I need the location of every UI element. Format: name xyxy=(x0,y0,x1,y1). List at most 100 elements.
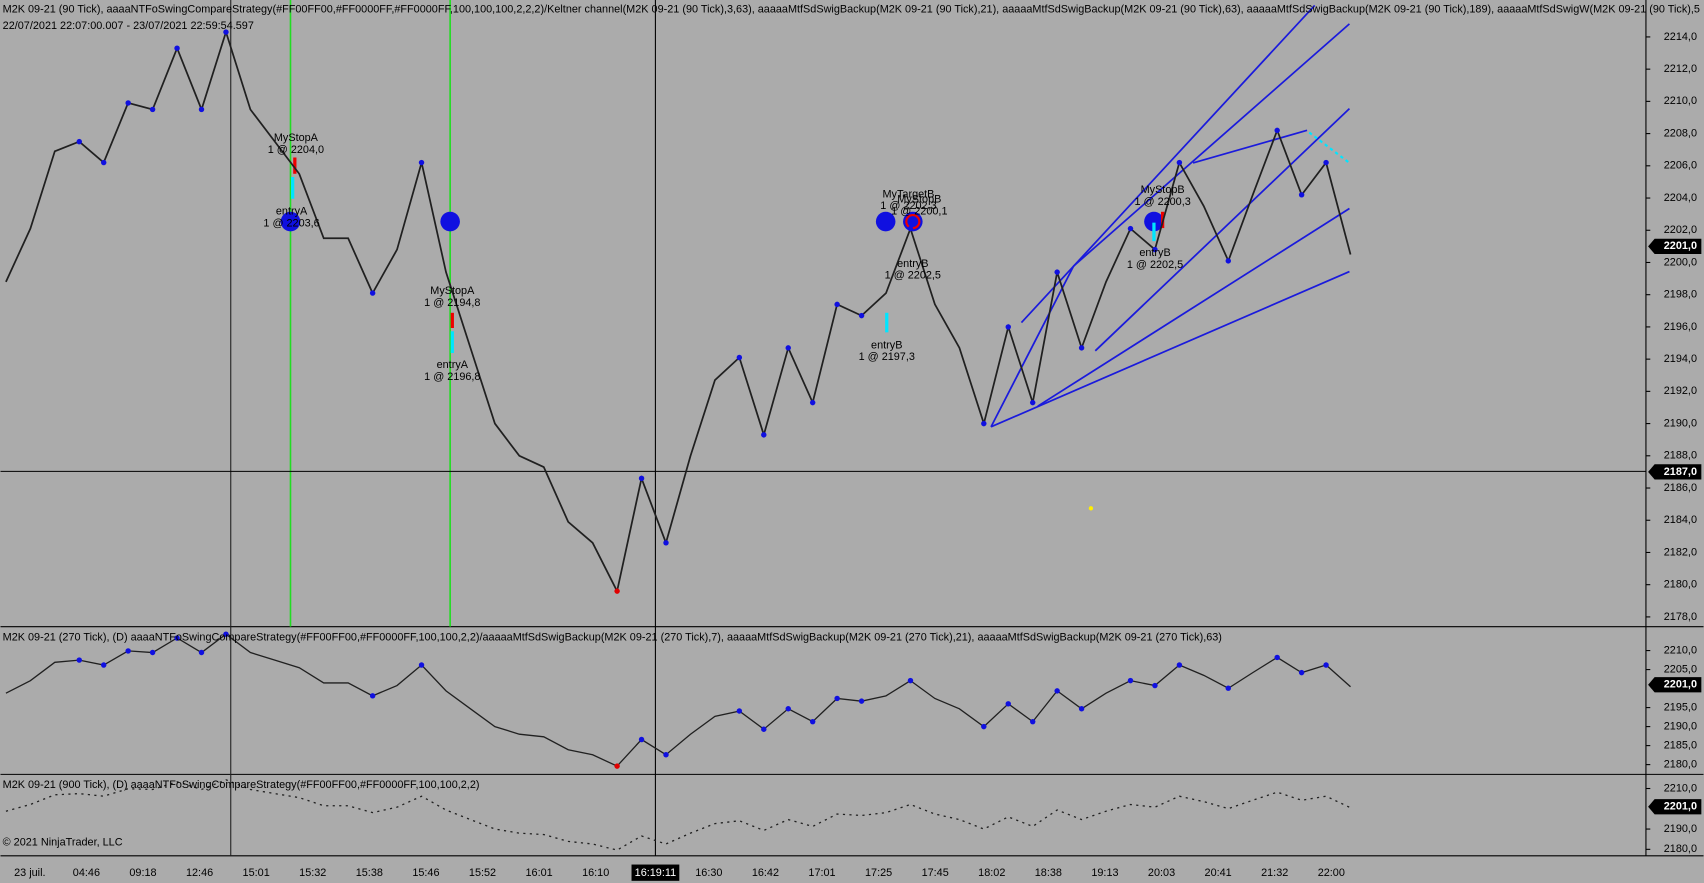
swing-dot xyxy=(1127,225,1134,232)
trend-line xyxy=(1020,4,1316,324)
swing-dot xyxy=(369,693,376,699)
entry-circle xyxy=(280,211,301,232)
annotation-detail: 1 @ 2200,3 xyxy=(1134,196,1190,208)
x-tick-label: 17:01 xyxy=(808,867,835,879)
swing-dot xyxy=(1274,127,1280,134)
copyright: © 2021 NinjaTrader, LLC xyxy=(3,837,123,849)
x-tick-label: 16:30 xyxy=(695,867,722,879)
y-tick-label: 2205,0 xyxy=(1664,663,1697,675)
panel-header: M2K 09-21 (90 Tick), aaaaNTFoSwingCompar… xyxy=(3,4,1700,16)
y-tick-label: 2202,0 xyxy=(1664,224,1697,236)
entry-circle xyxy=(1144,211,1164,232)
x-tick-label: 18:02 xyxy=(978,867,1005,879)
y-tick-label: 2178,0 xyxy=(1664,611,1697,623)
swing-dot xyxy=(736,354,743,361)
swing-dot xyxy=(101,159,107,166)
x-tick-label: 19:13 xyxy=(1091,867,1118,879)
y-tick-label: 2190,0 xyxy=(1664,823,1697,835)
swing-dot xyxy=(907,677,914,684)
y-tick-label: 2198,0 xyxy=(1664,289,1697,301)
last-price-label: 2201,0 xyxy=(1664,240,1697,252)
trend-line xyxy=(1072,23,1351,267)
swing-dot xyxy=(1225,258,1231,264)
x-tick-label: 16:01 xyxy=(526,867,553,879)
y-tick-label: 2204,0 xyxy=(1664,192,1697,204)
swing-dot xyxy=(125,648,131,654)
trend-line xyxy=(990,270,1350,428)
swing-dot xyxy=(1152,246,1158,253)
y-tick-label: 2210,0 xyxy=(1664,644,1697,656)
y-tick-label: 2210,0 xyxy=(1664,95,1697,107)
annotation-detail: 1 @ 2203,6 xyxy=(263,218,319,230)
y-tick-label: 2196,0 xyxy=(1664,321,1697,333)
swing-dot xyxy=(1323,159,1329,166)
x-tick-label: 15:32 xyxy=(299,867,326,879)
y-tick-label: 2180,0 xyxy=(1664,843,1697,855)
x-tick-label: 22:00 xyxy=(1318,867,1345,879)
annotation-label: entryB xyxy=(1139,247,1170,259)
trend-line xyxy=(990,265,1075,428)
trend-line xyxy=(1037,207,1350,407)
swing-dot xyxy=(1298,192,1305,198)
y-tick-label: 2190,0 xyxy=(1664,720,1697,732)
dot xyxy=(1088,506,1094,511)
price-line xyxy=(5,29,1352,594)
swing-dot xyxy=(418,159,425,166)
panel-header: M2K 09-21 (900 Tick), (D) aaaaNTFoSwingC… xyxy=(3,779,480,791)
annotation-label: MyStopB xyxy=(897,194,941,206)
annotation-label: MyStopB xyxy=(1141,184,1185,196)
swing-dot xyxy=(785,345,791,351)
swing-dot xyxy=(1054,688,1060,694)
swing-dot xyxy=(1029,399,1036,406)
annotation-label: MyStopA xyxy=(430,285,475,297)
entry-circle xyxy=(875,211,896,232)
x-tick-label: 23 juil. xyxy=(14,867,45,879)
swing-dot xyxy=(1176,662,1183,668)
x-tick-label: 17:25 xyxy=(865,867,892,879)
x-tick-label: 15:46 xyxy=(412,867,439,879)
annotation-detail: 1 @ 2200,1 xyxy=(891,206,947,218)
y-tick-label: 2182,0 xyxy=(1664,546,1697,558)
swing-dot xyxy=(1005,324,1011,330)
x-tick-label: 15:38 xyxy=(356,867,383,879)
swing-dot xyxy=(1152,682,1158,689)
swing-dot xyxy=(223,29,229,35)
swing-dot xyxy=(614,763,620,769)
panel-header: M2K 09-21 (270 Tick), (D) aaaaNTFoSwingC… xyxy=(3,631,1222,643)
annotation-label: MyStopA xyxy=(274,132,319,144)
y-tick-label: 2195,0 xyxy=(1664,701,1697,713)
last-price-box xyxy=(1648,799,1702,815)
swing-dot xyxy=(736,708,743,714)
trend-line xyxy=(1094,107,1351,352)
y-tick-label: 2180,0 xyxy=(1664,758,1697,770)
swing-dot xyxy=(149,106,156,113)
entry-circle xyxy=(440,211,460,232)
trend-lines xyxy=(990,4,1351,428)
swing-dot xyxy=(1054,269,1060,275)
y-tick-label: 2192,0 xyxy=(1664,385,1697,397)
swing-dot xyxy=(907,225,914,232)
swing-dot xyxy=(223,631,229,637)
x-tick-label: 17:45 xyxy=(922,867,949,879)
annotation-detail: 1 @ 2197,3 xyxy=(859,351,915,363)
swing-dot xyxy=(761,432,767,438)
x-tick-label: 20:03 xyxy=(1148,867,1175,879)
annotation-detail: 1 @ 2196,8 xyxy=(424,371,480,383)
swing-dot xyxy=(76,138,82,145)
dynamic-layer: 2214,0 2212,0 2210,0 2208,0 2206,0 2204,0 2202… xyxy=(5,29,1702,879)
y-tick-label: 2212,0 xyxy=(1664,63,1697,75)
swing-dot xyxy=(1225,685,1231,691)
entry-arrows xyxy=(291,177,1156,353)
crosshair-time-box xyxy=(631,864,680,881)
swing-dot xyxy=(858,698,865,704)
x-tick-label: 20:41 xyxy=(1205,867,1232,879)
x-tick-label: 18:38 xyxy=(1035,867,1062,879)
annotation-detail: 1 @ 2202,3 xyxy=(880,200,936,212)
swing-dot xyxy=(761,726,767,732)
swing-dot xyxy=(198,649,205,656)
swing-dot xyxy=(174,635,180,641)
y-tick-label: 2208,0 xyxy=(1664,127,1697,139)
x-tick-label: 15:01 xyxy=(243,867,270,879)
swing-dot xyxy=(149,649,156,656)
